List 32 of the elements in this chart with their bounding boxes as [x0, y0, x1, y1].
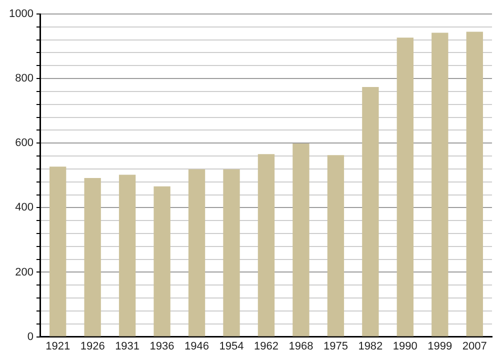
x-tick-label: 1999 [428, 340, 452, 352]
x-tick-label: 1931 [115, 340, 140, 352]
bar [292, 143, 310, 336]
x-tick-label: 1921 [46, 340, 70, 352]
y-tick-label: 800 [15, 72, 34, 85]
y-tick-label: 400 [15, 202, 34, 214]
bar [223, 169, 240, 336]
bar [118, 174, 136, 336]
x-tick-label: 1962 [254, 340, 278, 352]
bar [432, 32, 448, 336]
x-tick-label: 1936 [150, 340, 174, 352]
x-tick-label: 2007 [462, 340, 487, 352]
x-tick-label: 1926 [80, 340, 105, 352]
bar [396, 38, 414, 336]
y-tick-label: 1000 [8, 8, 34, 20]
x-tick-label: 1982 [358, 340, 383, 352]
y-tick-label: 0 [27, 330, 34, 343]
y-tick-label: 600 [15, 137, 34, 150]
bar [327, 155, 344, 336]
x-tick-label: 1954 [219, 340, 244, 352]
x-tick-label: 1946 [184, 340, 210, 352]
x-tick-label: 1975 [323, 340, 348, 352]
y-tick-label: 200 [15, 266, 34, 278]
bar [84, 178, 101, 336]
bar [466, 32, 483, 336]
bar [50, 166, 66, 336]
bar [362, 86, 379, 336]
bar [188, 169, 206, 336]
x-tick-label: 1968 [288, 340, 314, 352]
x-tick-label: 1990 [392, 340, 418, 352]
bar [258, 154, 275, 336]
bar [154, 186, 170, 336]
